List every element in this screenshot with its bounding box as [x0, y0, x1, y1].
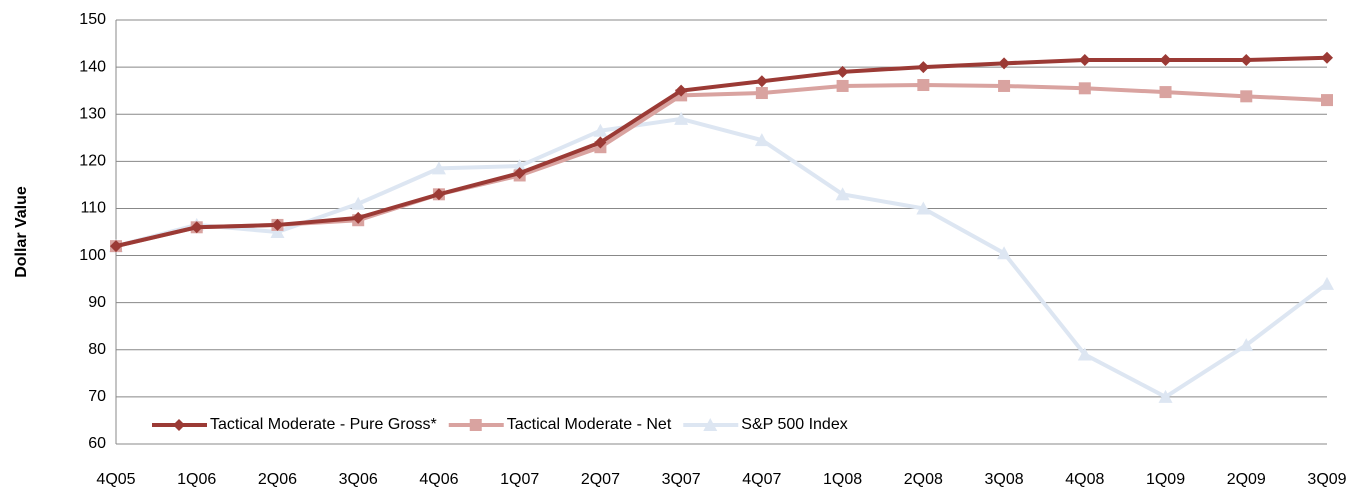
point	[1077, 347, 1092, 361]
point	[190, 221, 203, 234]
x-tick-label: 3Q09	[1307, 471, 1346, 488]
x-tick-label: 1Q08	[823, 471, 862, 488]
y-tick-label: 130	[79, 105, 106, 122]
x-tick-label: 2Q07	[581, 471, 620, 488]
x-tick-label: 3Q07	[662, 471, 701, 488]
x-tick-label: 3Q06	[339, 471, 378, 488]
point	[1159, 54, 1172, 67]
point	[594, 136, 607, 149]
series-line	[115, 55, 1328, 249]
point	[110, 240, 122, 253]
y-tick-label: 70	[88, 388, 106, 405]
legend-label: Tactical Moderate - Pure Gross*	[210, 416, 437, 433]
point	[1239, 338, 1254, 352]
point	[270, 225, 285, 238]
legend-label: Tactical Moderate - Net	[507, 416, 672, 433]
x-tick-label: 2Q08	[904, 471, 943, 488]
legend-marker	[173, 419, 185, 431]
y-tick-label: 120	[79, 153, 106, 170]
series-line	[115, 116, 1329, 400]
point	[674, 111, 689, 125]
point	[1320, 276, 1334, 290]
point	[271, 218, 284, 231]
point	[1240, 54, 1253, 67]
x-tick-label: 1Q09	[1146, 471, 1185, 488]
x-tick-label: 4Q06	[419, 471, 458, 488]
x-tick-label: 2Q06	[258, 471, 297, 488]
y-tick-label: 110	[80, 200, 106, 217]
point	[917, 61, 930, 74]
point	[998, 79, 1011, 92]
point	[351, 196, 366, 210]
point	[836, 65, 849, 78]
point	[1158, 389, 1173, 403]
point	[1321, 51, 1333, 64]
x-tick-label: 1Q06	[177, 471, 216, 488]
legend-label: S&P 500 Index	[741, 416, 847, 433]
point	[512, 159, 527, 173]
point	[432, 188, 445, 201]
x-tick-label: 2Q09	[1227, 471, 1266, 488]
point	[1240, 90, 1253, 103]
point	[917, 79, 930, 92]
y-tick-label: 80	[88, 341, 106, 358]
y-tick-label: 150	[79, 11, 106, 28]
point	[675, 84, 688, 97]
point	[513, 167, 526, 180]
point	[1078, 82, 1091, 95]
legend-marker	[703, 418, 718, 431]
y-tick-label: 140	[79, 58, 106, 75]
point	[755, 75, 768, 88]
point	[997, 246, 1012, 260]
point	[916, 201, 931, 215]
point	[431, 161, 446, 175]
y-tick-label: 60	[88, 435, 106, 452]
point	[755, 87, 768, 100]
legend-marker	[469, 419, 482, 431]
point	[1321, 94, 1333, 107]
point	[1159, 86, 1172, 99]
point	[835, 187, 850, 201]
y-axis-label: Dollar Value	[13, 186, 30, 278]
x-tick-label: 1Q07	[500, 471, 539, 488]
x-tick-label: 4Q07	[742, 471, 781, 488]
point	[998, 57, 1011, 70]
point	[754, 133, 769, 147]
y-tick-label: 100	[79, 247, 106, 264]
point	[352, 211, 365, 224]
x-tick-label: 4Q08	[1065, 471, 1104, 488]
y-tick-label: 90	[88, 294, 106, 311]
x-tick-label: 3Q08	[984, 471, 1023, 488]
point	[836, 79, 849, 92]
point	[1078, 54, 1091, 67]
point	[593, 123, 608, 137]
x-tick-label: 4Q05	[96, 471, 135, 488]
